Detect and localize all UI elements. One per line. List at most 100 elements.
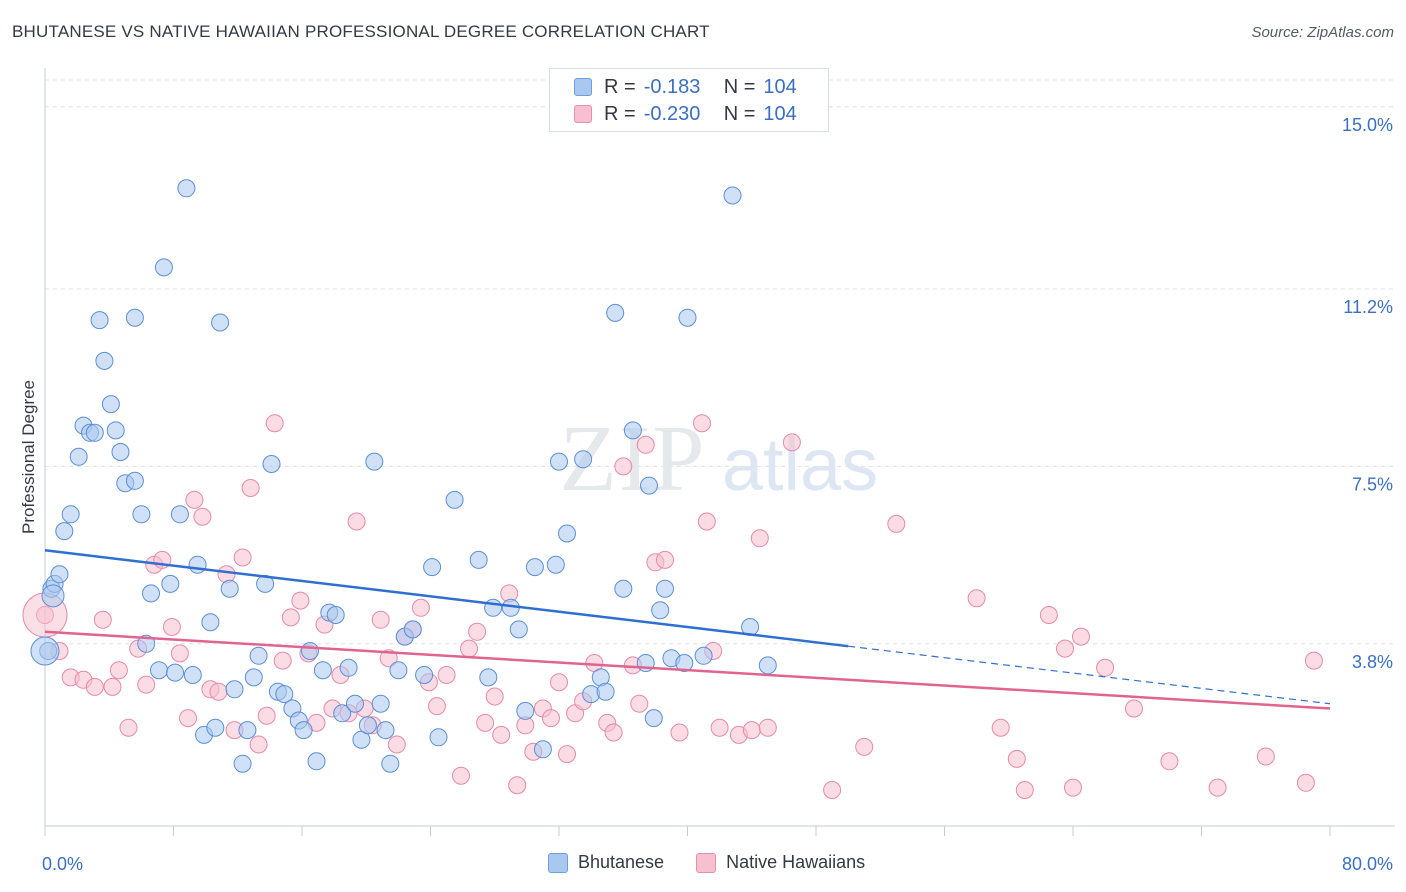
native-hawaiians-point-10 bbox=[137, 675, 156, 694]
native-hawaiians-point-44 bbox=[411, 598, 430, 617]
native-hawaiians-point-95 bbox=[1125, 699, 1143, 718]
bhutanese-point-84 bbox=[623, 421, 642, 440]
bhutanese-point-36 bbox=[238, 721, 257, 740]
native-hawaiians-point-96 bbox=[1160, 752, 1179, 771]
native-hawaiians-point-50 bbox=[468, 622, 487, 641]
bhutanese-point-68 bbox=[479, 668, 498, 687]
y-tick-label-3: 15.0% bbox=[1342, 115, 1393, 135]
watermark: ZIP atlas bbox=[560, 407, 879, 511]
series-legend-bhutanese[interactable]: Bhutanese bbox=[548, 852, 664, 873]
legend-r-value: -0.183 bbox=[643, 75, 701, 98]
bhutanese-trend-line bbox=[44, 549, 849, 648]
native-hawaiians-point-90 bbox=[1039, 606, 1058, 624]
bhutanese-point-67 bbox=[469, 550, 488, 569]
bhutanese-point-77 bbox=[558, 524, 576, 543]
bhutanese-point-34 bbox=[225, 680, 244, 699]
native-hawaiians-point-25 bbox=[257, 706, 276, 725]
bhutanese-trend-extension bbox=[848, 645, 1331, 705]
native-hawaiians-point-4 bbox=[85, 677, 104, 696]
native-hawaiians-point-91 bbox=[1056, 639, 1074, 658]
bhutanese-point-25 bbox=[170, 505, 189, 524]
native-hawaiians-point-81 bbox=[758, 718, 777, 737]
bhutanese-point-73 bbox=[525, 558, 544, 577]
bhutanese-point-9 bbox=[85, 423, 104, 442]
native-hawaiians-point-97 bbox=[1208, 778, 1227, 797]
series-swatch-bhutanese bbox=[548, 852, 568, 873]
bhutanese-point-64 bbox=[423, 558, 442, 577]
chart-source: Source: ZipAtlas.com bbox=[1251, 24, 1394, 41]
native-hawaiians-point-29 bbox=[291, 591, 310, 610]
native-hawaiians-point-72 bbox=[656, 550, 674, 569]
watermark-atlas: atlas bbox=[722, 423, 878, 506]
bhutanese-point-58 bbox=[376, 721, 395, 740]
y-tick-label-0: 3.8% bbox=[1352, 652, 1393, 672]
bhutanese-point-51 bbox=[333, 704, 352, 723]
native-hawaiians-point-60 bbox=[550, 673, 568, 692]
bhutanese-point-11 bbox=[95, 351, 114, 370]
bhutanese-point-18 bbox=[132, 505, 151, 524]
native-hawaiians-point-5 bbox=[93, 610, 112, 629]
native-hawaiians-point-98 bbox=[1256, 747, 1275, 766]
bhutanese-point-74 bbox=[533, 740, 552, 759]
bhutanese-point-89 bbox=[656, 579, 674, 598]
bhutanese-point-16 bbox=[125, 471, 144, 490]
bhutanese-point-21 bbox=[150, 661, 168, 680]
bhutanese-point-94 bbox=[723, 186, 742, 205]
bhutanese-point-92 bbox=[678, 308, 697, 327]
native-hawaiians-point-87 bbox=[991, 718, 1010, 737]
legend-n-value: 104 bbox=[763, 102, 797, 125]
native-hawaiians-point-53 bbox=[492, 725, 511, 744]
native-hawaiians-point-55 bbox=[508, 776, 527, 795]
native-hawaiians-point-47 bbox=[437, 666, 456, 684]
axes-layer bbox=[44, 68, 1395, 836]
native-hawaiians-point-39 bbox=[371, 610, 390, 629]
native-hawaiians-point-46 bbox=[427, 697, 446, 716]
bhutanese-point-65 bbox=[429, 728, 448, 747]
bhutanese-point-93 bbox=[694, 646, 713, 665]
x-tick-label-1: 80.0% bbox=[1342, 854, 1393, 874]
native-hawaiians-point-8 bbox=[119, 718, 138, 737]
bhutanese-point-40 bbox=[262, 455, 281, 473]
series-label-native-hawaiians: Native Hawaiians bbox=[726, 852, 866, 872]
bhutanese-point-48 bbox=[313, 661, 332, 680]
bhutanese-point-45 bbox=[294, 721, 313, 740]
bhutanese-point-59 bbox=[381, 754, 400, 773]
bhutanese-point-47 bbox=[307, 752, 326, 771]
y-tick-label-2: 11.2% bbox=[1343, 297, 1393, 317]
bhutanese-edge-point bbox=[30, 636, 60, 666]
bhutanese-point-12 bbox=[101, 395, 120, 414]
native-hawaiians-point-79 bbox=[742, 721, 761, 740]
bhutanese-point-27 bbox=[183, 666, 202, 684]
series-legend-native-hawaiians[interactable]: Native Hawaiians bbox=[696, 852, 865, 873]
bhutanese-point-38 bbox=[249, 646, 268, 665]
native-hawaiians-point-27 bbox=[273, 651, 292, 670]
series-swatch-native-hawaiians bbox=[696, 852, 717, 873]
bhutanese-point-66 bbox=[445, 490, 464, 509]
bhutanese-point-53 bbox=[346, 694, 364, 713]
native-hawaiians-point-84 bbox=[855, 737, 874, 756]
bhutanese-point-32 bbox=[211, 313, 230, 332]
native-hawaiians-point-28 bbox=[281, 608, 300, 627]
bhutanese-point-52 bbox=[339, 658, 358, 677]
native-hawaiians-point-67 bbox=[614, 457, 633, 476]
native-hawaiians-point-83 bbox=[823, 781, 842, 799]
native-hawaiians-point-94 bbox=[1096, 658, 1115, 677]
legend-n-value: 104 bbox=[763, 75, 797, 98]
bhutanese-point-3 bbox=[50, 565, 69, 584]
bhutanese-point-56 bbox=[365, 452, 384, 471]
native-hawaiians-point-52 bbox=[485, 687, 504, 706]
bhutanese-point-20 bbox=[142, 584, 160, 603]
native-hawaiians-point-70 bbox=[636, 435, 655, 454]
bhutanese-point-17 bbox=[125, 308, 144, 327]
bhutanese-point-57 bbox=[371, 694, 390, 713]
bhutanese-point-30 bbox=[201, 613, 220, 632]
legend-n-label: N = bbox=[723, 102, 756, 125]
bhutanese-edge-point-2 bbox=[41, 584, 65, 608]
bhutanese-point-5 bbox=[61, 505, 80, 524]
native-hawaiians-point-24 bbox=[249, 735, 268, 754]
native-hawaiians-point-74 bbox=[693, 414, 711, 433]
bhutanese-point-82 bbox=[606, 303, 625, 322]
x-tick-label-0: 0.0% bbox=[42, 854, 83, 874]
y-tick-label-1: 7.5% bbox=[1352, 474, 1393, 494]
